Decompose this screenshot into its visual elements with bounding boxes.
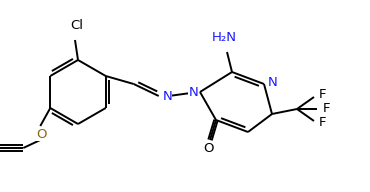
Text: N: N: [188, 85, 198, 98]
Text: O: O: [204, 142, 214, 155]
Text: O: O: [36, 127, 47, 141]
Text: F: F: [319, 117, 326, 129]
Text: H₂N: H₂N: [212, 31, 236, 44]
Text: N: N: [163, 89, 172, 103]
Text: F: F: [323, 103, 330, 116]
Text: F: F: [319, 89, 326, 102]
Text: Cl: Cl: [70, 19, 83, 32]
Text: N: N: [268, 75, 278, 89]
